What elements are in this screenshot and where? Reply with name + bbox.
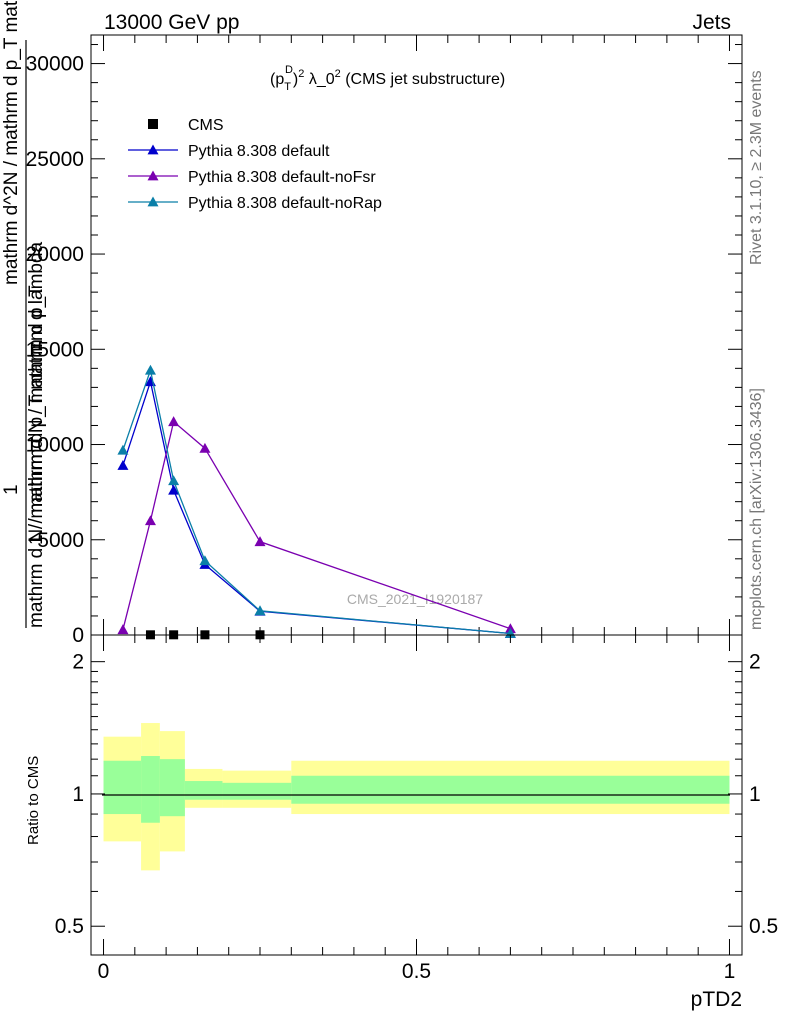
main-ylabel: mathrm d N / mathrm d p_T mathrm d lambd… <box>1 0 47 628</box>
ratio-bands <box>103 723 730 871</box>
ratio-plot: 0.5 0.51 12 2 0 0.5 1 Ratio to CMS <box>25 634 778 983</box>
legend-label: Pythia 8.308 default-noRap <box>188 195 382 212</box>
ratio-ytick-label: 0.5 <box>55 915 84 938</box>
ratio-band-green <box>291 775 730 804</box>
ratio-band-green <box>222 782 292 800</box>
main-ytick-label: 30000 <box>26 53 84 76</box>
ratio-ytick-label-right: 2 <box>749 651 761 674</box>
main-ytick-label: 20000 <box>26 243 84 266</box>
ratio-x-ticks: 0 0.5 1 <box>98 635 736 983</box>
ratio-ytick-label-right: 1 <box>749 783 761 806</box>
data-point-pythia-8-308-default-norap <box>199 555 211 566</box>
ratio-band-green <box>103 760 142 815</box>
main-ylabel-line-2: 1 / mathrm d N / mathrm d p_T <box>26 285 47 545</box>
ratio-ytick-label-right: 0.5 <box>749 915 778 938</box>
ratio-y-ticks: 0.5 0.5 1 1 2 2 <box>55 651 778 939</box>
data-point-pythia-8-308-default-norap <box>254 605 266 616</box>
main-y-ticks: 0 5000 10000 15000 20000 25000 30000 <box>26 44 742 647</box>
data-point-pythia-8-308-default-nofsr <box>254 536 266 547</box>
ratio-ylabel: Ratio to CMS <box>25 756 42 845</box>
main-plot-title: (pTD)2 λ_02 (CMS jet substructure) <box>270 64 505 93</box>
legend-label: Pythia 8.308 default-noFsr <box>188 169 376 186</box>
legend-label: Pythia 8.308 default <box>188 143 330 160</box>
data-point-pythia-8-308-default-nofsr <box>199 442 211 453</box>
legend-marker-triangle <box>147 144 159 155</box>
legend: CMS Pythia 8.308 default Pythia 8.308 defa… <box>128 117 382 212</box>
series-line-pythia-8-308-default-norap <box>122 367 511 635</box>
xtick-label: 0 <box>98 960 110 983</box>
ratio-band-green <box>184 781 223 800</box>
data-point-pythia-8-308-default <box>168 484 180 495</box>
main-plot: 0 5000 10000 15000 20000 25000 30000 (pTD)2 λ_… <box>1 0 743 647</box>
data-point-pythia-8-308-default-norap <box>117 444 129 455</box>
x-axis-label: pTD2 <box>691 988 742 1011</box>
rivet-label: Rivet 3.1.10, ≥ 2.3M events <box>748 70 765 265</box>
ratio-band-green <box>141 755 160 823</box>
header-left: 13000 GeV pp <box>104 11 239 34</box>
main-ytick-label: 15000 <box>26 338 84 361</box>
main-ylabel-line-3: mathrm d^2N / mathrm d p_T mathrm d lamb… <box>1 0 22 285</box>
data-point-pythia-8-308-default-nofsr <box>168 416 180 427</box>
main-ytick-label: 10000 <box>26 434 84 457</box>
ratio-ytick-label: 2 <box>72 651 84 674</box>
legend-marker-triangle <box>147 170 159 181</box>
mcplots-label: mcplots.cern.ch [arXiv:1306.3436] <box>748 388 765 630</box>
main-ytick-label: 0 <box>72 624 84 647</box>
xtick-label: 0.5 <box>402 960 431 983</box>
legend-marker-square <box>148 119 158 129</box>
data-point-pythia-8-308-default-norap <box>144 364 156 375</box>
analysis-watermark: CMS_2021_I1920187 <box>347 591 483 607</box>
data-point-pythia-8-308-default-norap <box>168 475 180 486</box>
xtick-label: 1 <box>724 960 736 983</box>
data-point-pythia-8-308-default-nofsr <box>144 515 156 526</box>
main-ylabel-line-1: mathrm d N / mathrm d p_T mathrm d lambd… <box>26 241 47 628</box>
data-point-pythia-8-308-default <box>117 459 129 470</box>
main-ytick-label: 25000 <box>26 148 84 171</box>
main-ytick-label: 5000 <box>37 529 84 552</box>
legend-label: CMS <box>188 117 224 134</box>
legend-marker-triangle <box>147 196 159 207</box>
main-ylabel-numerator: 1 <box>1 484 22 495</box>
header-right: Jets <box>692 11 731 34</box>
ratio-ytick-label: 1 <box>72 783 84 806</box>
data-point-pythia-8-308-default-nofsr <box>117 624 129 635</box>
ratio-band-green <box>159 759 185 817</box>
series-line-pythia-8-308-default-nofsr <box>122 420 511 630</box>
